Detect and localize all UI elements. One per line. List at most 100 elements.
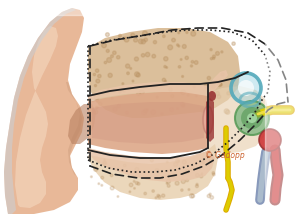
Circle shape (194, 61, 198, 64)
Circle shape (118, 91, 121, 93)
Circle shape (152, 54, 156, 58)
Circle shape (177, 160, 179, 162)
Circle shape (98, 74, 101, 78)
Circle shape (144, 38, 148, 42)
Circle shape (178, 66, 181, 68)
Polygon shape (208, 86, 270, 154)
Circle shape (122, 83, 124, 85)
Circle shape (117, 196, 119, 197)
Circle shape (91, 98, 95, 102)
Circle shape (95, 69, 99, 72)
Circle shape (104, 61, 106, 64)
Circle shape (206, 97, 210, 101)
Circle shape (106, 33, 109, 37)
Circle shape (135, 167, 139, 171)
Circle shape (146, 52, 150, 57)
Circle shape (227, 92, 230, 95)
Circle shape (165, 80, 167, 82)
Circle shape (209, 193, 211, 195)
Circle shape (162, 194, 165, 197)
Circle shape (111, 98, 113, 100)
Polygon shape (88, 92, 208, 154)
Circle shape (125, 111, 128, 114)
Circle shape (93, 110, 98, 114)
Circle shape (136, 73, 140, 77)
Circle shape (176, 159, 180, 163)
Circle shape (168, 45, 172, 50)
Circle shape (193, 86, 196, 88)
Circle shape (215, 92, 219, 95)
Circle shape (113, 107, 117, 111)
Circle shape (168, 175, 170, 177)
Circle shape (153, 40, 157, 44)
Circle shape (150, 159, 153, 162)
Circle shape (215, 52, 219, 55)
Circle shape (178, 45, 180, 47)
Circle shape (181, 179, 185, 183)
Circle shape (103, 162, 106, 166)
Polygon shape (15, 26, 58, 208)
Circle shape (226, 110, 230, 114)
Circle shape (112, 51, 116, 55)
Circle shape (187, 94, 189, 97)
Circle shape (96, 99, 99, 102)
Circle shape (191, 194, 195, 198)
Circle shape (232, 95, 234, 97)
Circle shape (221, 51, 223, 53)
Polygon shape (206, 98, 214, 142)
Circle shape (166, 183, 168, 184)
Circle shape (152, 190, 154, 192)
Circle shape (124, 37, 129, 42)
Circle shape (134, 57, 139, 61)
Circle shape (161, 113, 163, 115)
Ellipse shape (208, 91, 216, 101)
Circle shape (110, 55, 113, 58)
Circle shape (201, 173, 203, 174)
Circle shape (183, 172, 185, 174)
Circle shape (98, 183, 100, 184)
Circle shape (132, 80, 134, 82)
Circle shape (96, 79, 100, 83)
Circle shape (129, 183, 133, 187)
Circle shape (180, 59, 182, 60)
Circle shape (176, 44, 179, 46)
Circle shape (175, 181, 179, 185)
Circle shape (196, 173, 199, 177)
Polygon shape (88, 144, 218, 200)
Circle shape (123, 164, 126, 167)
Circle shape (143, 109, 148, 113)
Circle shape (200, 108, 205, 112)
Ellipse shape (238, 80, 254, 96)
Circle shape (191, 168, 193, 170)
Circle shape (98, 102, 102, 106)
Circle shape (224, 109, 229, 114)
Circle shape (108, 73, 112, 77)
Polygon shape (68, 104, 96, 144)
Circle shape (200, 175, 203, 178)
Circle shape (167, 161, 168, 163)
Circle shape (218, 82, 222, 86)
Circle shape (142, 110, 146, 115)
Polygon shape (88, 148, 215, 182)
Circle shape (137, 182, 140, 185)
Circle shape (101, 176, 104, 179)
Bar (0, 0, 300, 15)
Circle shape (182, 45, 186, 48)
Circle shape (190, 65, 193, 67)
Circle shape (172, 38, 176, 42)
Circle shape (123, 37, 126, 40)
Circle shape (135, 181, 138, 184)
Circle shape (141, 39, 146, 44)
Circle shape (259, 129, 281, 151)
Circle shape (141, 54, 145, 57)
Circle shape (202, 160, 204, 163)
Circle shape (104, 159, 105, 161)
Circle shape (134, 187, 135, 189)
Circle shape (210, 58, 213, 60)
Circle shape (107, 89, 111, 93)
Circle shape (206, 105, 209, 108)
Circle shape (144, 192, 146, 195)
Circle shape (212, 85, 215, 88)
Circle shape (171, 94, 174, 98)
Circle shape (186, 31, 188, 34)
